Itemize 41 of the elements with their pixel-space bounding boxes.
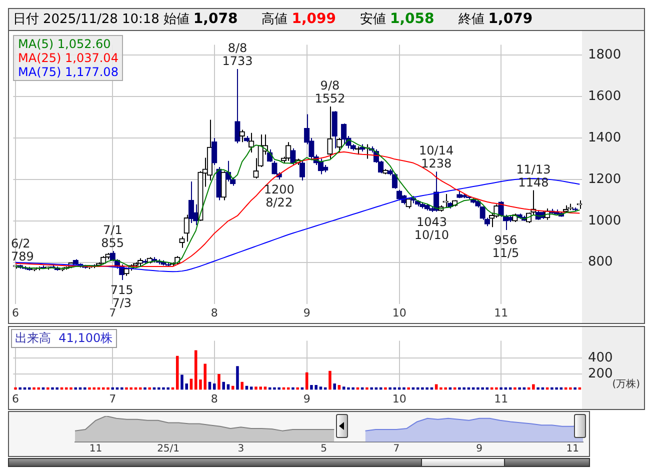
annotation: 6/2 789 <box>11 236 34 264</box>
x-tick-label: 11 <box>566 444 579 455</box>
y-axis-title: (万株) <box>612 378 640 391</box>
x-tick-label: 11 <box>494 306 508 320</box>
annotation: 10/14 1238 <box>419 144 454 171</box>
annotation: 8/8 1733 <box>222 41 253 68</box>
x-tick-label: 8 <box>210 306 218 320</box>
annotation: 9/8 1552 <box>314 78 346 106</box>
y-tick-label: 800 <box>588 254 613 270</box>
y-tick-label: 1200 <box>588 172 622 187</box>
x-tick-label: 25/1 <box>157 444 180 455</box>
y-tick-label: 1600 <box>588 88 622 104</box>
x-tick-label: 10 <box>392 392 406 406</box>
y-tick-label: 1400 <box>588 130 622 146</box>
annotation: 956 11/5 <box>492 233 520 260</box>
text: MA(5) 1,052.60 <box>18 37 112 51</box>
x-tick-label: 7 <box>109 392 116 406</box>
x-tick-label: 9 <box>303 392 310 406</box>
y-tick-label: 1000 <box>588 213 622 228</box>
x-tick-label: 6 <box>12 306 20 320</box>
y-tick-label: 200 <box>588 366 613 382</box>
y-tick-label: 1800 <box>588 48 622 63</box>
x-tick-label: 6 <box>12 392 20 406</box>
x-tick-label: 5 <box>320 444 328 455</box>
y-tick-label: 400 <box>588 350 613 366</box>
x-tick-label: 8 <box>210 392 218 406</box>
text: MA(75) 1,177.08 <box>18 65 118 79</box>
annotation: 7/1 855 <box>101 222 124 250</box>
annotation: 1200 8/22 <box>264 182 294 210</box>
x-tick-label: 10 <box>392 306 406 320</box>
text: MA(25) 1,037.04 <box>18 51 118 65</box>
x-tick-label: 11 <box>89 444 102 455</box>
x-tick-label: 7 <box>393 444 400 455</box>
x-tick-label: 9 <box>303 306 310 320</box>
x-tick-label: 11 <box>494 392 508 406</box>
annotation: 11/13 1148 <box>516 162 551 190</box>
annotation: 1043 10/10 <box>414 215 450 242</box>
x-tick-label: 3 <box>238 444 244 455</box>
chart-title: 出来高 41,100株 <box>15 331 113 345</box>
chart-title: 日付 2025/11/28 10:18 始値 1,078 高値 1,099 安値 1,058 終値 1,079 <box>13 11 533 27</box>
x-tick-label: 9 <box>476 444 483 455</box>
